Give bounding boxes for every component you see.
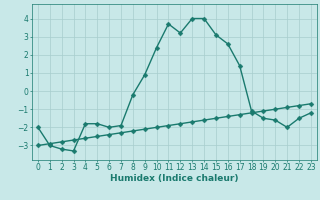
X-axis label: Humidex (Indice chaleur): Humidex (Indice chaleur) — [110, 174, 239, 183]
